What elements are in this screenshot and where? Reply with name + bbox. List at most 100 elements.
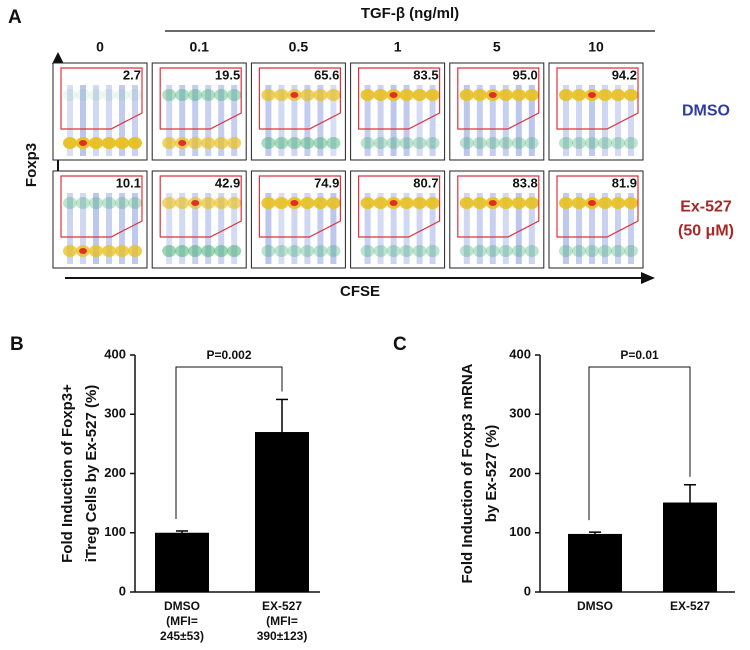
density-high [472,197,487,209]
y-tick-label: 100 [509,524,531,539]
x-tick-label: (MFI= [266,614,298,628]
bar [255,432,309,592]
density-high [624,197,638,209]
density-high [360,89,375,101]
density-streak [515,193,522,264]
gate [457,175,540,238]
density-high [598,197,612,209]
y-tick-label: 300 [104,406,126,421]
gate [60,175,143,238]
density-low [399,137,414,149]
density-streak [476,85,483,156]
gate [556,67,639,130]
column-label: 0.1 [189,39,209,55]
x-arrowhead [641,272,655,284]
density-low [287,245,302,257]
density-low [89,137,103,149]
density-streak [218,85,225,156]
density-high [412,197,427,209]
density-high [175,197,190,209]
density-low [373,137,388,149]
density-low [412,137,427,149]
density-high [115,197,129,209]
density-high [511,197,526,209]
density-streak [132,85,138,156]
density-low [559,245,573,257]
density-streak [166,85,173,156]
density-streak [291,193,298,264]
density-streak [106,193,112,264]
gate [258,67,341,130]
y-arrowhead [52,52,64,64]
row-label: Ex-527 [680,199,732,216]
density-high [611,89,625,101]
density-streak [377,193,384,264]
density-high [128,89,142,101]
density-high [162,89,177,101]
density-high [598,89,612,101]
density-streak [390,85,397,156]
density-low [598,245,612,257]
density-high [326,197,341,209]
density-high [611,197,625,209]
gate-percent: 95.0 [512,67,537,82]
density-low [300,245,315,257]
density-streak [416,85,423,156]
density-high [425,89,440,101]
density-low [598,137,612,149]
density-high [459,197,474,209]
density-streak [476,193,483,264]
density-streak [205,85,212,156]
density-high [214,89,229,101]
density-hot [79,248,87,254]
x-axis-label: CFSE [340,283,380,300]
density-streak [265,85,272,156]
row-label: DMSO [682,103,730,120]
density-streak [330,193,337,264]
density-streak [93,193,99,264]
density-streak [80,193,86,264]
density-low [300,137,315,149]
density-streak [80,85,86,156]
density-low [274,245,289,257]
bar [155,532,209,592]
column-label: 1 [394,39,402,55]
gate-percent: 10.1 [116,175,141,190]
density-high [175,89,190,101]
gate-percent: 19.5 [215,67,240,82]
density-high [412,89,427,101]
density-streak [502,193,509,264]
density-high [128,197,142,209]
density-low [214,245,229,257]
density-hot [389,92,398,98]
y-axis-label: Foxp3 [23,143,40,187]
density-low [115,137,129,149]
density-high [498,197,513,209]
density-high [201,197,216,209]
density-high [373,197,388,209]
density-low [214,137,229,149]
gate-percent: 81.9 [612,175,637,190]
x-tick-label: DMSO [164,599,200,613]
density-streak [628,193,634,264]
density-low [201,245,216,257]
density-high [274,89,289,101]
density-high [63,89,77,101]
density-high [261,197,276,209]
density-high [274,197,289,209]
plot-frame [350,170,446,269]
plot-frame [548,170,644,269]
density-streak [416,193,423,264]
panel-label: A [8,7,22,28]
density-hot [191,200,200,206]
density-low [102,245,116,257]
x-tick-label: 390±123) [257,629,308,643]
column-label: 10 [588,39,604,55]
density-low [360,137,375,149]
density-low [524,137,539,149]
plot-frame [250,170,346,269]
plot-frame [449,62,545,161]
panel-label: C [393,334,407,355]
density-streak [377,85,384,156]
density-high [63,197,77,209]
